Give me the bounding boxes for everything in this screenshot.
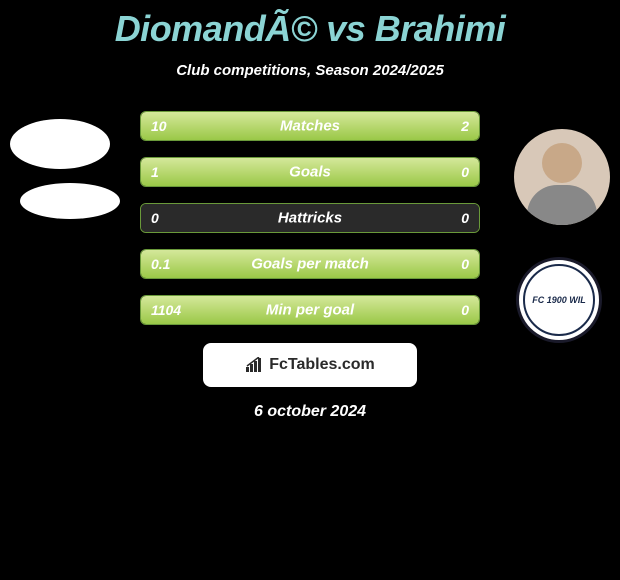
stat-label: Goals per match bbox=[251, 256, 369, 273]
stat-left-value: 1104 bbox=[151, 302, 181, 318]
player-left-avatar-shape-2 bbox=[20, 183, 120, 219]
stat-right-value: 2 bbox=[461, 118, 469, 134]
comparison-content: FC 1900 WIL 102Matches10Goals00Hattricks… bbox=[0, 111, 620, 421]
stat-row: 1 0 Goals bbox=[140, 157, 480, 187]
stat-row: 1104 0 Min per goal bbox=[140, 295, 480, 325]
stat-left-value: 10 bbox=[151, 118, 167, 134]
player-right-club-logo: FC 1900 WIL bbox=[516, 257, 602, 343]
comparison-date: 6 october 2024 bbox=[0, 403, 620, 421]
player-right-avatar bbox=[514, 129, 610, 225]
stat-left-value: 1 bbox=[151, 164, 159, 180]
stat-row: 0.1 0 Goals per match bbox=[140, 249, 480, 279]
stat-row: 0 0 Hattricks bbox=[140, 203, 480, 233]
club-logo-text: FC 1900 WIL bbox=[523, 264, 595, 336]
stat-label: Hattricks bbox=[278, 210, 342, 227]
watermark-badge: FcTables.com bbox=[203, 343, 417, 387]
stat-label: Matches bbox=[280, 118, 340, 135]
stat-right-value: 0 bbox=[461, 256, 469, 272]
stat-row: 10 2 Matches bbox=[140, 111, 480, 141]
stat-right-value: 0 bbox=[461, 164, 469, 180]
page-title: DiomandÃ© vs Brahimi bbox=[0, 0, 620, 50]
stat-left-value: 0.1 bbox=[151, 256, 170, 272]
stat-right-value: 0 bbox=[461, 210, 469, 226]
player-left-avatar-shape-1 bbox=[10, 119, 110, 169]
chart-icon bbox=[245, 357, 265, 373]
stat-label: Goals bbox=[289, 164, 331, 181]
page-subtitle: Club competitions, Season 2024/2025 bbox=[0, 62, 620, 79]
watermark-text: FcTables.com bbox=[269, 356, 375, 374]
stat-bars: 102Matches10Goals00Hattricks0.10Goals pe… bbox=[140, 111, 480, 325]
stat-label: Min per goal bbox=[266, 302, 354, 319]
stat-left-value: 0 bbox=[151, 210, 159, 226]
stat-right-value: 0 bbox=[461, 302, 469, 318]
stat-bar-left-fill bbox=[141, 112, 405, 140]
